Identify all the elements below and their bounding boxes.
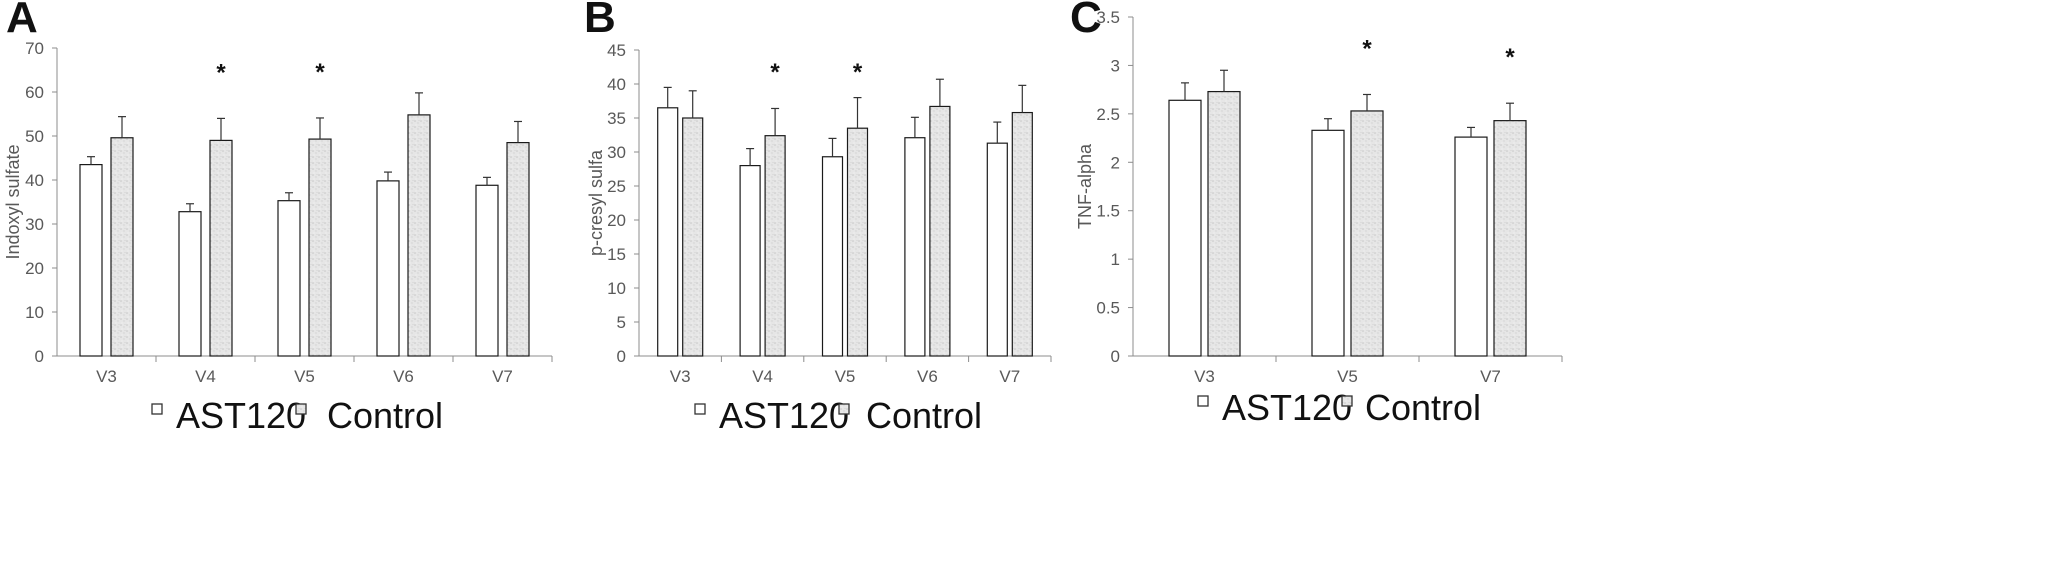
y-axis-title: Indoxyl sulfate	[3, 144, 23, 259]
legend-swatch-ast120	[1197, 395, 1209, 407]
x-tick-label: V7	[999, 367, 1020, 386]
bar-control	[506, 142, 530, 357]
bar-ast120	[79, 164, 103, 357]
y-tick-label: 20	[25, 259, 44, 278]
x-tick-label: V6	[917, 367, 938, 386]
significance-star: *	[1362, 35, 1372, 62]
legend-swatch-control	[838, 403, 850, 415]
significance-star: *	[853, 59, 863, 86]
significance-star: *	[770, 59, 780, 86]
bar-ast120	[1168, 99, 1202, 357]
x-tick-label: V3	[670, 367, 691, 386]
x-tick-label: V4	[752, 367, 773, 386]
bar-ast120	[986, 142, 1008, 357]
y-tick-label: 0	[1111, 347, 1120, 366]
bar-control	[929, 105, 951, 357]
chart-panel-c: C TNF-alpha 0 0.5 1 1.5 2 2.5 3 3.5 V3 V5 * V7 * AST120…	[1070, 0, 1563, 428]
x-tick-label: V6	[393, 367, 414, 386]
legend: AST120 Control	[151, 395, 443, 436]
bar-control	[1011, 111, 1033, 357]
bar-ast120	[739, 165, 761, 357]
x-tick-label: V4	[195, 367, 216, 386]
y-tick-label: 15	[607, 245, 626, 264]
y-tick-label: 3	[1111, 56, 1120, 75]
x-tick-label: V5	[835, 367, 856, 386]
panel-letter: B	[584, 0, 616, 42]
y-tick-label: 45	[607, 41, 626, 60]
legend-swatch-ast120	[151, 403, 163, 415]
y-tick-label: 3.5	[1096, 8, 1120, 27]
y-tick-label: 25	[607, 177, 626, 196]
bar-ast120	[475, 184, 499, 357]
significance-star: *	[1505, 44, 1515, 71]
bar-control	[308, 138, 332, 357]
legend-label-control: Control	[327, 395, 443, 436]
y-tick-label: 30	[25, 215, 44, 234]
bar-control	[1207, 90, 1241, 357]
bar-ast120	[1454, 136, 1488, 357]
bar-ast120	[657, 107, 679, 357]
legend-label-ast120: AST120	[719, 395, 849, 436]
y-tick-label: 1	[1111, 250, 1120, 269]
y-tick-label: 40	[25, 171, 44, 190]
x-tick-label: V5	[294, 367, 315, 386]
bar-ast120	[178, 211, 202, 357]
legend: AST120 Control	[694, 395, 982, 436]
legend-swatch-control	[295, 403, 307, 415]
bar-ast120	[277, 200, 301, 357]
y-tick-label: 20	[607, 211, 626, 230]
legend-label-control: Control	[866, 395, 982, 436]
y-tick-label: 2.5	[1096, 105, 1120, 124]
bar-ast120	[821, 156, 844, 357]
y-tick-label: 2	[1111, 153, 1120, 172]
significance-star: *	[216, 59, 226, 86]
panel-letter: A	[6, 0, 38, 42]
bar-control	[110, 137, 134, 357]
bar-control	[682, 117, 704, 357]
y-tick-label: 50	[25, 127, 44, 146]
x-tick-label: V3	[1194, 367, 1215, 386]
significance-star: *	[315, 59, 325, 86]
legend-swatch-control	[1341, 395, 1353, 407]
x-tick-label: V3	[96, 367, 117, 386]
y-axis-title: p-cresyl sulfa	[586, 149, 606, 256]
y-tick-label: 0.5	[1096, 299, 1120, 318]
y-tick-label: 40	[607, 75, 626, 94]
legend-label-ast120: AST120	[176, 395, 306, 436]
bar-control	[764, 135, 786, 357]
y-tick-label: 70	[25, 39, 44, 58]
legend-label-control: Control	[1365, 387, 1481, 428]
panel-letter: C	[1070, 0, 1102, 42]
legend-label-ast120: AST120	[1222, 387, 1352, 428]
y-tick-label: 10	[25, 303, 44, 322]
y-axis-title: TNF-alpha	[1075, 143, 1095, 229]
legend: AST120 Control	[1197, 387, 1481, 428]
y-tick-label: 0	[35, 347, 44, 366]
y-tick-label: 60	[25, 83, 44, 102]
chart-panel-a: A Indoxyl sulfate 0 10 20 30 40 50 60 70 V3 V4 * V5 * V…	[3, 0, 553, 436]
bar-control	[407, 114, 431, 357]
bar-control	[1493, 120, 1527, 357]
bar-ast120	[904, 137, 926, 357]
chart-panel-b: Bp-cresyl sulfa 0 5 10 15 20 25 30 35 40 45 V3 V4 * V5…	[584, 0, 1052, 436]
y-tick-label: 5	[617, 313, 626, 332]
x-tick-label: V7	[492, 367, 513, 386]
y-tick-label: 0	[617, 347, 626, 366]
bar-ast120	[1311, 129, 1345, 357]
y-tick-label: 30	[607, 143, 626, 162]
bar-control	[846, 127, 869, 357]
y-tick-label: 1.5	[1096, 202, 1120, 221]
legend-swatch-ast120	[694, 403, 706, 415]
x-tick-label: V5	[1337, 367, 1358, 386]
bar-control	[209, 139, 233, 357]
y-tick-label: 10	[607, 279, 626, 298]
bar-control	[1350, 110, 1384, 357]
x-tick-label: V7	[1480, 367, 1501, 386]
y-tick-label: 35	[607, 109, 626, 128]
bar-ast120	[376, 180, 400, 357]
